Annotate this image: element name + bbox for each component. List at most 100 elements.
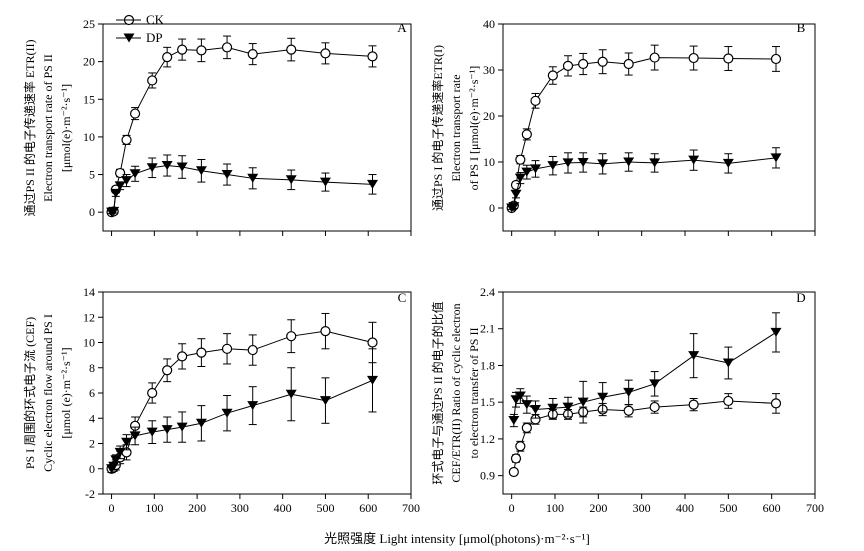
data-point-dp	[547, 403, 559, 413]
data-point-dp	[770, 153, 782, 163]
data-point-dp	[562, 402, 574, 412]
data-point-dp	[146, 427, 158, 437]
data-point-dp	[146, 163, 158, 173]
y-axis-label: 通过PS I 的电子传递速率ETR(I)	[430, 45, 445, 211]
data-point-ck	[247, 49, 258, 60]
x-tick-label: 700	[402, 501, 420, 515]
data-point-dp	[247, 401, 259, 411]
data-point-dp	[510, 189, 522, 199]
data-point-ck	[515, 154, 526, 165]
panel-letter: C	[398, 290, 407, 305]
data-point-ck	[320, 48, 331, 59]
plot-frame	[502, 291, 816, 495]
y-tick-label: 5	[89, 168, 95, 182]
data-point-ck	[147, 387, 158, 399]
data-point-dp	[514, 173, 526, 183]
data-point-ck	[177, 351, 188, 362]
data-point-ck	[286, 331, 297, 342]
y-axis-label: to electron transfer of PS II	[467, 328, 481, 459]
data-point-ck	[320, 326, 331, 337]
y-tick-label: 8	[89, 361, 95, 375]
data-point-dp	[195, 166, 207, 176]
x-tick-label: 300	[231, 501, 249, 515]
y-tick-label: 20	[83, 55, 95, 69]
legend-ck-label: CK	[146, 12, 165, 27]
data-point-dp	[176, 162, 188, 172]
data-point-dp	[514, 391, 526, 401]
data-point-dp	[367, 375, 378, 385]
data-point-dp	[722, 158, 734, 168]
x-tick-label: 100	[145, 501, 163, 515]
plot-frame	[502, 23, 816, 232]
data-point-ck	[162, 52, 173, 63]
data-point-dp	[114, 447, 126, 457]
data-point-dp	[508, 416, 520, 426]
data-point-dp	[623, 387, 635, 397]
data-point-dp	[508, 202, 520, 212]
data-point-dp	[562, 158, 574, 168]
data-point-ck	[367, 51, 378, 62]
legend-dp-marker	[123, 33, 135, 43]
y-axis-label: [μmol(e)·m⁻²·s⁻¹]	[59, 84, 73, 172]
series-line-ck	[111, 330, 373, 470]
y-tick-label: 40	[483, 17, 495, 31]
data-point-ck	[286, 44, 297, 55]
data-point-ck	[177, 44, 188, 55]
y-axis-label: Electron transport rate of PS II	[41, 54, 55, 202]
data-point-dp	[597, 159, 609, 169]
data-point-dp	[247, 173, 259, 183]
data-point-ck	[562, 60, 574, 71]
y-tick-label: 10	[83, 336, 95, 350]
data-point-ck	[247, 344, 258, 356]
data-point-ck	[129, 108, 141, 119]
y-axis-label: 通过PS II 的电子传递速率 ETR(II)	[22, 40, 37, 217]
x-tick-label: 600	[763, 501, 781, 515]
data-point-ck	[547, 70, 558, 81]
data-point-dp	[110, 455, 122, 465]
y-tick-label: 4	[89, 411, 95, 425]
data-point-dp	[688, 155, 700, 165]
data-point-ck	[508, 466, 519, 478]
data-point-ck	[510, 453, 522, 464]
y-axis-label: 环式电子与通过PS II 的电子的比值	[430, 301, 445, 484]
legend: CK DP	[116, 12, 165, 45]
data-point-dp	[285, 389, 297, 399]
data-point-ck	[221, 42, 233, 53]
y-tick-label: 6	[89, 386, 95, 400]
data-point-dp	[108, 206, 120, 216]
data-point-dp	[722, 358, 734, 368]
data-point-dp	[161, 161, 173, 171]
panel-a: 0 5 10 15 20 25 A 通过PS II 的电子传递速率 ETR(II) Electr…	[22, 17, 412, 236]
y-axis-label: [μmol (e)·m⁻²·s⁻¹]	[59, 347, 73, 438]
panel-d: 0.9 1.2 1.5 1.8 2.1 2.4 0 100 200 300 400 500 600 700…	[430, 285, 824, 515]
data-point-ck	[196, 347, 207, 358]
y-tick-label: 0	[89, 205, 95, 219]
data-point-ck	[221, 343, 233, 354]
data-point-dp	[530, 405, 541, 415]
data-point-dp	[521, 167, 533, 177]
y-tick-label: 25	[83, 17, 95, 31]
data-point-ck	[115, 167, 126, 179]
data-point-ck	[770, 398, 782, 409]
y-axis-label: Cyclic electron flow around PS I	[41, 314, 55, 472]
y-tick-label: 2	[89, 437, 95, 451]
data-point-dp	[577, 157, 589, 167]
data-point-dp	[597, 392, 609, 402]
x-tick-label: 0	[109, 501, 115, 515]
data-point-dp	[577, 397, 589, 407]
data-point-dp	[688, 351, 700, 361]
data-point-ck	[121, 134, 132, 146]
data-point-dp	[649, 158, 661, 168]
x-tick-label: 500	[316, 501, 334, 515]
data-point-dp	[129, 169, 141, 179]
data-point-ck	[723, 395, 734, 407]
data-point-ck	[147, 75, 158, 86]
y-tick-label: 0	[489, 201, 495, 215]
data-point-dp	[530, 164, 541, 174]
data-point-dp	[161, 425, 173, 435]
data-point-ck	[770, 53, 782, 65]
y-tick-label: 10	[83, 130, 95, 144]
data-point-dp	[176, 422, 188, 432]
data-point-ck	[649, 401, 660, 413]
data-point-ck	[521, 129, 532, 140]
